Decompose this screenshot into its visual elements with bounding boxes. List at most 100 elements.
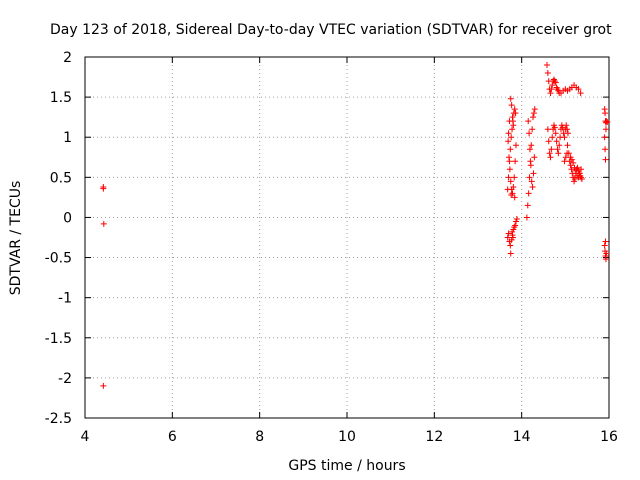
data-point [602, 110, 609, 117]
data-point [601, 134, 608, 141]
data-point [561, 158, 568, 165]
tick-labels: 4 6 8 10 12 14 16 -2.5 -2 -1.5 -1 -0.5 0 0.5 1 1.5 2 [45, 50, 618, 445]
data-point [505, 138, 512, 145]
data-point [508, 102, 515, 109]
data-point [508, 191, 515, 198]
data-point [602, 126, 609, 133]
data-point [602, 238, 609, 245]
data-point [575, 174, 582, 181]
data-point [530, 114, 537, 121]
data-point [602, 256, 609, 263]
y-tick-label: 1.5 [50, 90, 72, 106]
x-axis-label: GPS time / hours [288, 458, 405, 474]
data-point [552, 130, 559, 137]
data-point [603, 250, 610, 257]
data-point [570, 159, 577, 166]
data-point [508, 134, 515, 141]
data-point [563, 122, 570, 129]
data-point [577, 90, 584, 97]
data-point [528, 178, 535, 185]
data-point [571, 164, 578, 171]
data-point [525, 118, 532, 125]
data-point [506, 118, 513, 125]
data-point [507, 146, 514, 153]
data-point [507, 95, 514, 102]
data-point [547, 90, 554, 97]
data-point [528, 142, 535, 149]
data-point [100, 382, 107, 389]
data-point [568, 156, 575, 163]
data-point [510, 183, 517, 190]
y-tick-label: -2.5 [45, 411, 72, 427]
data-point [551, 124, 558, 131]
x-tick-label: 8 [255, 429, 264, 445]
data-point [548, 146, 555, 153]
y-tick-label: 2 [63, 50, 72, 66]
data-point [511, 106, 518, 113]
data-point [100, 185, 107, 192]
data-point [529, 183, 536, 190]
data-point [507, 250, 514, 257]
data-point [509, 114, 516, 121]
data-point [507, 178, 514, 185]
data-point [603, 118, 610, 125]
data-point [506, 154, 513, 161]
data-point [511, 194, 518, 201]
data-point [505, 230, 512, 237]
data-point [530, 110, 537, 117]
data-point [509, 234, 516, 241]
data-point [505, 174, 512, 181]
y-axis-label: SDTVAR / TECUs [8, 181, 24, 296]
data-point [564, 142, 571, 149]
data-point [604, 118, 611, 125]
data-points [100, 62, 611, 389]
data-point [543, 62, 550, 69]
data-point [529, 126, 536, 133]
y-tick-label: -1.5 [45, 331, 72, 347]
data-point [510, 122, 517, 129]
data-point [578, 166, 585, 173]
data-point [512, 142, 519, 149]
data-point [531, 106, 538, 113]
data-point [575, 86, 582, 93]
data-point [526, 130, 533, 137]
data-point [553, 138, 560, 145]
data-point [505, 130, 512, 137]
data-point [564, 126, 571, 133]
data-point [512, 222, 519, 229]
data-point [509, 228, 516, 235]
data-point [548, 86, 555, 93]
y-tick-label: -0.5 [45, 251, 72, 267]
data-point [526, 146, 533, 153]
data-point [556, 142, 563, 149]
data-point [100, 220, 107, 227]
chart-title: Day 123 of 2018, Sidereal Day-to-day VTE… [50, 22, 612, 38]
data-point [601, 242, 608, 249]
data-point [526, 174, 533, 181]
data-point [554, 146, 561, 153]
data-point [512, 110, 519, 117]
data-point [523, 214, 530, 221]
data-point [544, 126, 551, 133]
data-point [602, 156, 609, 163]
x-tick-label: 6 [168, 429, 177, 445]
x-tick-label: 12 [425, 429, 443, 445]
x-tick-label: 4 [81, 429, 90, 445]
x-tick-label: 14 [513, 429, 531, 445]
data-point [525, 190, 532, 197]
data-point [571, 175, 578, 182]
data-point [530, 170, 537, 177]
data-point [524, 202, 531, 209]
data-point [527, 162, 534, 169]
y-tick-label: 1 [63, 130, 72, 146]
y-tick-label: 0 [63, 210, 72, 226]
data-point [545, 138, 552, 145]
data-point [512, 158, 519, 165]
data-point [572, 167, 579, 174]
data-point [544, 70, 551, 77]
grid [85, 57, 609, 418]
data-point [552, 79, 559, 86]
y-tick-label: -2 [58, 371, 72, 387]
data-point [507, 242, 514, 249]
